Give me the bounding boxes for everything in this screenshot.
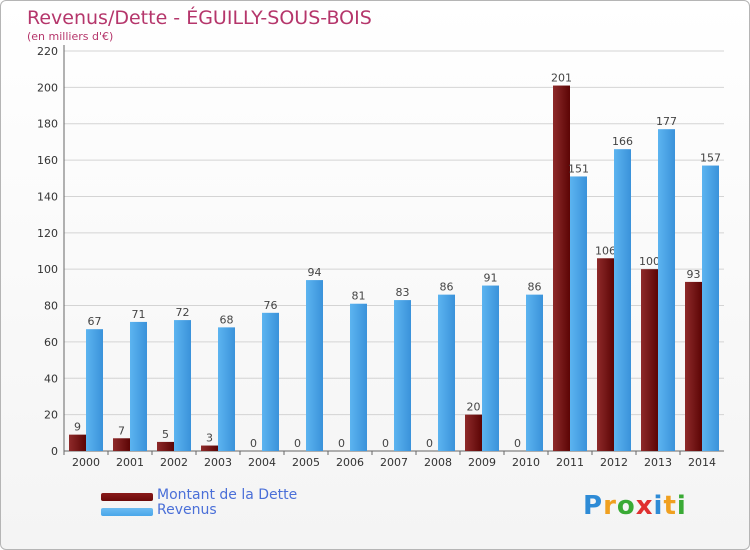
bar-revenus xyxy=(438,294,455,451)
data-label-revenus: 91 xyxy=(484,272,498,285)
y-tick-label: 0 xyxy=(51,445,58,458)
y-tick-label: 20 xyxy=(44,409,58,422)
data-label-revenus: 72 xyxy=(176,306,190,319)
y-tick-label: 200 xyxy=(37,81,58,94)
bar-dette xyxy=(641,269,658,451)
bar-revenus xyxy=(482,285,499,451)
logo-letter: P xyxy=(583,491,604,521)
bar-dette xyxy=(201,445,218,451)
logo-letter: o xyxy=(616,491,636,521)
data-label-dette: 0 xyxy=(250,437,257,450)
bar-revenus xyxy=(86,329,103,451)
logo-letter: t xyxy=(663,491,677,521)
bar-revenus xyxy=(130,321,147,451)
x-tick-label: 2001 xyxy=(116,456,144,469)
bar-revenus xyxy=(658,129,675,451)
bar-dette xyxy=(465,414,482,451)
x-tick-label: 2003 xyxy=(204,456,232,469)
x-tick-label: 2007 xyxy=(380,456,408,469)
logo-letter: i xyxy=(676,491,687,521)
legend-label-revenus: Revenus xyxy=(157,502,217,518)
data-label-dette: 7 xyxy=(118,424,125,437)
bar-dette xyxy=(113,438,130,451)
data-label-dette: 106 xyxy=(595,244,616,257)
data-label-revenus: 86 xyxy=(528,281,542,294)
data-label-dette: 20 xyxy=(467,401,481,414)
logo-letter: x xyxy=(635,491,654,521)
data-label-revenus: 67 xyxy=(88,315,102,328)
data-label-revenus: 76 xyxy=(264,299,278,312)
data-label-revenus: 94 xyxy=(308,266,322,279)
data-label-revenus: 177 xyxy=(656,115,677,128)
data-label-dette: 93 xyxy=(687,268,701,281)
bar-dette xyxy=(685,281,702,451)
x-tick-label: 2009 xyxy=(468,456,496,469)
y-tick-label: 160 xyxy=(37,154,58,167)
bar-revenus xyxy=(350,303,367,451)
chart-subtitle: (en milliers d'€) xyxy=(27,30,114,43)
legend-swatch-revenus xyxy=(101,508,153,516)
data-label-revenus: 83 xyxy=(396,286,410,299)
bar-revenus xyxy=(218,327,235,451)
data-label-dette: 201 xyxy=(551,72,572,85)
bar-revenus xyxy=(702,165,719,451)
x-tick-label: 2000 xyxy=(72,456,100,469)
data-label-revenus: 157 xyxy=(700,152,721,165)
data-label-dette: 0 xyxy=(514,437,521,450)
data-label-dette: 5 xyxy=(162,428,169,441)
data-label-revenus: 166 xyxy=(612,135,633,148)
logo-letter: r xyxy=(603,491,617,521)
x-tick-label: 2004 xyxy=(248,456,276,469)
data-label-revenus: 68 xyxy=(220,313,234,326)
x-tick-label: 2012 xyxy=(600,456,628,469)
data-label-dette: 0 xyxy=(294,437,301,450)
bar-revenus xyxy=(394,300,411,451)
x-tick-label: 2011 xyxy=(556,456,584,469)
x-tick-label: 2014 xyxy=(688,456,716,469)
x-tick-label: 2010 xyxy=(512,456,540,469)
data-label-revenus: 71 xyxy=(132,308,146,321)
bar-dette xyxy=(553,85,570,451)
data-label-dette: 9 xyxy=(74,421,81,434)
legend-swatch-dette xyxy=(101,493,153,501)
bar-revenus xyxy=(614,149,631,451)
x-tick-label: 2005 xyxy=(292,456,320,469)
y-tick-label: 80 xyxy=(44,300,58,313)
x-tick-label: 2006 xyxy=(336,456,364,469)
bar-revenus xyxy=(306,280,323,451)
data-label-revenus: 81 xyxy=(352,290,366,303)
bar-dette xyxy=(157,441,174,451)
y-tick-label: 220 xyxy=(37,45,58,58)
x-tick-label: 2008 xyxy=(424,456,452,469)
bar-dette xyxy=(69,434,86,451)
bar-revenus xyxy=(262,312,279,451)
proxiti-logo: Proxiti xyxy=(583,491,687,521)
bar-revenus xyxy=(526,294,543,451)
data-label-dette: 0 xyxy=(382,437,389,450)
logo-letter: i xyxy=(653,491,664,521)
y-tick-label: 120 xyxy=(37,227,58,240)
y-tick-label: 40 xyxy=(44,372,58,385)
chart-title: Revenus/Dette - ÉGUILLY-SOUS-BOIS xyxy=(27,7,372,29)
y-tick-label: 180 xyxy=(37,118,58,131)
data-label-dette: 0 xyxy=(426,437,433,450)
y-tick-label: 140 xyxy=(37,190,58,203)
data-label-revenus: 86 xyxy=(440,281,454,294)
bar-revenus xyxy=(174,320,191,451)
data-label-dette: 100 xyxy=(639,255,660,268)
y-tick-label: 60 xyxy=(44,336,58,349)
bar-dette xyxy=(597,258,614,451)
data-label-dette: 3 xyxy=(206,432,213,445)
bar-revenus xyxy=(570,176,587,452)
data-label-dette: 0 xyxy=(338,437,345,450)
legend-label-dette: Montant de la Dette xyxy=(157,487,298,503)
data-label-revenus: 151 xyxy=(568,162,589,175)
y-tick-label: 100 xyxy=(37,263,58,276)
x-tick-label: 2002 xyxy=(160,456,188,469)
x-tick-label: 2013 xyxy=(644,456,672,469)
